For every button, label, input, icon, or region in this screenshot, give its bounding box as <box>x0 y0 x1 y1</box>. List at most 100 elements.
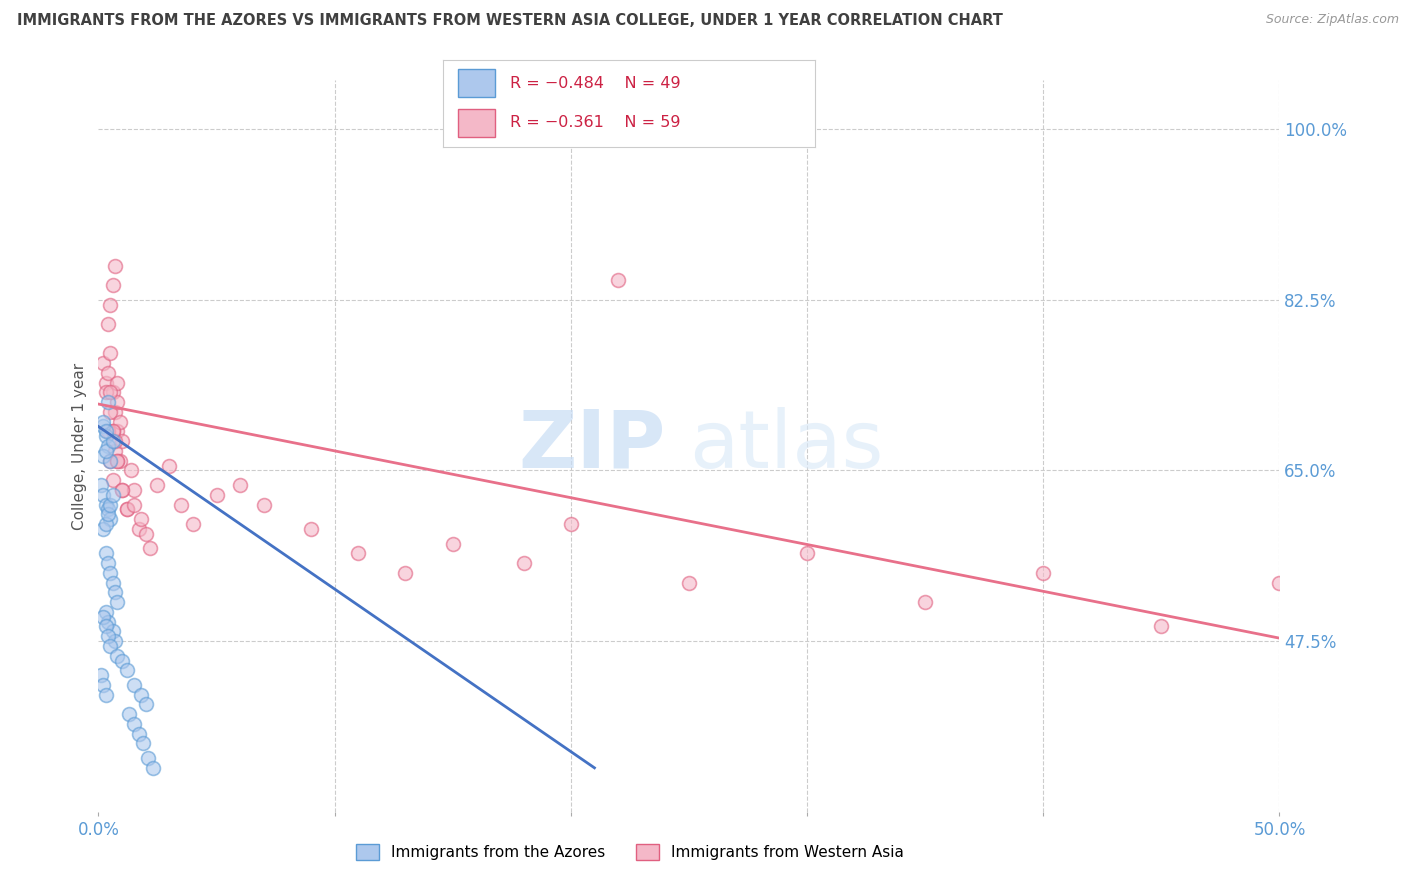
Point <box>97 425 120 439</box>
Point <box>91 415 114 429</box>
Point <box>91 356 114 370</box>
Point <box>98 346 121 360</box>
Point <box>97 439 120 453</box>
Point <box>181 516 204 531</box>
Text: ZIP: ZIP <box>517 407 665 485</box>
Y-axis label: College, Under 1 year: College, Under 1 year <box>72 362 87 530</box>
Point <box>105 376 128 390</box>
Point <box>97 615 120 629</box>
Point <box>94 688 117 702</box>
Text: Source: ZipAtlas.com: Source: ZipAtlas.com <box>1265 13 1399 27</box>
Point <box>104 434 127 449</box>
Point <box>101 278 124 293</box>
Point <box>1032 566 1054 580</box>
Point <box>560 516 582 531</box>
Point <box>101 473 124 487</box>
Point <box>122 498 145 512</box>
Point <box>98 639 121 653</box>
Point <box>94 443 117 458</box>
Point <box>94 385 117 400</box>
Point <box>129 688 152 702</box>
Legend: Immigrants from the Azores, Immigrants from Western Asia: Immigrants from the Azores, Immigrants f… <box>350 838 910 866</box>
Point <box>101 425 124 439</box>
Point <box>91 678 114 692</box>
Point <box>90 478 112 492</box>
Point <box>132 736 155 750</box>
Point <box>97 502 120 516</box>
Point <box>146 478 169 492</box>
Point <box>101 488 124 502</box>
Point <box>94 605 117 619</box>
Point <box>97 366 120 380</box>
Point <box>347 546 370 560</box>
Point <box>115 502 138 516</box>
Point <box>128 727 150 741</box>
Point <box>101 434 124 449</box>
Point <box>129 512 152 526</box>
Point <box>91 449 114 463</box>
Text: R = −0.361    N = 59: R = −0.361 N = 59 <box>510 115 681 130</box>
Point <box>914 595 936 609</box>
Point <box>229 478 252 492</box>
Point <box>105 395 128 409</box>
Point <box>157 458 180 473</box>
Bar <box>458 70 495 97</box>
Point <box>98 385 121 400</box>
Point <box>91 609 114 624</box>
Point <box>170 498 193 512</box>
Point <box>98 498 121 512</box>
Point <box>1268 575 1291 590</box>
Point <box>98 405 121 419</box>
Point <box>115 502 138 516</box>
Point <box>135 526 157 541</box>
Point <box>394 566 416 580</box>
Point <box>94 376 117 390</box>
Point <box>796 546 818 560</box>
Point <box>139 541 162 556</box>
Text: IMMIGRANTS FROM THE AZORES VS IMMIGRANTS FROM WESTERN ASIA COLLEGE, UNDER 1 YEAR: IMMIGRANTS FROM THE AZORES VS IMMIGRANTS… <box>17 13 1002 29</box>
Point <box>94 429 117 443</box>
Point <box>121 463 143 477</box>
Point <box>104 634 127 648</box>
Point <box>115 663 138 677</box>
Point <box>97 395 120 409</box>
Point <box>94 516 117 531</box>
Point <box>205 488 228 502</box>
Point <box>91 488 114 502</box>
Point <box>101 385 124 400</box>
Text: R = −0.484    N = 49: R = −0.484 N = 49 <box>510 76 681 91</box>
Point <box>105 425 128 439</box>
Point <box>122 678 145 692</box>
Point <box>94 546 117 560</box>
Point <box>94 498 117 512</box>
Point <box>94 425 117 439</box>
Point <box>104 259 127 273</box>
Point <box>678 575 700 590</box>
Point <box>1150 619 1173 633</box>
Point <box>111 654 134 668</box>
Point <box>101 624 124 639</box>
Point <box>108 415 131 429</box>
Point <box>97 317 120 331</box>
Point <box>118 707 141 722</box>
Point <box>111 483 134 497</box>
Point <box>97 508 120 522</box>
Point <box>122 717 145 731</box>
Text: atlas: atlas <box>689 407 883 485</box>
Point <box>135 698 157 712</box>
Point <box>97 556 120 570</box>
Point <box>122 483 145 497</box>
Point <box>105 595 128 609</box>
Point <box>98 453 121 467</box>
Point <box>104 443 127 458</box>
Point <box>91 522 114 536</box>
Point <box>607 273 630 287</box>
Point <box>90 668 112 682</box>
Point <box>512 556 534 570</box>
Point <box>111 483 134 497</box>
Point <box>98 566 121 580</box>
Point <box>98 512 121 526</box>
Point <box>441 536 464 550</box>
Point <box>105 453 128 467</box>
Point <box>98 453 121 467</box>
